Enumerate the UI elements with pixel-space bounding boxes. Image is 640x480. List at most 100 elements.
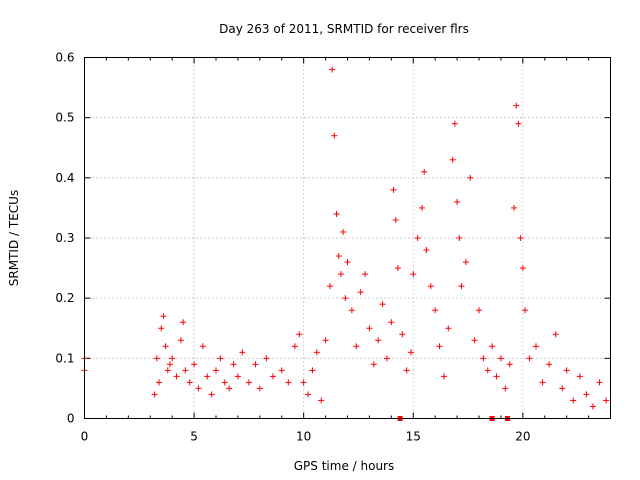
data-point bbox=[423, 247, 430, 254]
x-tick-label: 10 bbox=[296, 430, 311, 444]
data-point bbox=[563, 367, 570, 374]
chart-title: Day 263 of 2011, SRMTID for receiver flr… bbox=[219, 22, 469, 36]
data-point bbox=[186, 379, 193, 386]
data-point bbox=[166, 361, 173, 368]
data-point bbox=[370, 361, 377, 368]
data-point bbox=[329, 66, 336, 73]
y-tick-label: 0.6 bbox=[55, 51, 74, 65]
data-point bbox=[291, 343, 298, 350]
data-point bbox=[278, 367, 285, 374]
data-point bbox=[526, 355, 533, 362]
data-point bbox=[513, 102, 520, 109]
data-point bbox=[539, 379, 546, 386]
data-point bbox=[515, 120, 522, 127]
data-point bbox=[458, 283, 465, 290]
data-point bbox=[245, 379, 252, 386]
data-point bbox=[162, 343, 169, 350]
data-point bbox=[462, 259, 469, 266]
data-point bbox=[269, 373, 276, 380]
y-tick-label: 0.5 bbox=[55, 111, 74, 125]
data-point bbox=[476, 307, 482, 314]
data-point bbox=[399, 331, 406, 338]
x-tick-label: 15 bbox=[406, 430, 421, 444]
data-point bbox=[471, 337, 478, 344]
data-point bbox=[552, 331, 559, 338]
data-point bbox=[305, 391, 312, 398]
data-point bbox=[394, 265, 401, 272]
data-point bbox=[362, 271, 369, 278]
data-point bbox=[180, 319, 187, 326]
data-point bbox=[484, 367, 491, 374]
y-axis-label: SRMTID / TECUs bbox=[7, 190, 21, 286]
data-point bbox=[432, 307, 439, 314]
x-tick-label: 20 bbox=[515, 430, 530, 444]
data-point bbox=[388, 319, 395, 326]
data-point bbox=[331, 132, 338, 139]
y-tick-labels: 0 0.1 0.2 0.3 0.4 0.5 0.6 bbox=[55, 51, 74, 426]
data-point bbox=[489, 343, 496, 350]
plot-frame bbox=[84, 57, 611, 419]
data-point bbox=[337, 271, 344, 278]
data-point bbox=[285, 379, 292, 386]
x-tick-labels: 0 5 10 15 20 bbox=[81, 430, 531, 444]
data-point bbox=[522, 307, 529, 314]
data-point bbox=[313, 349, 320, 356]
data-point bbox=[506, 361, 513, 368]
data-point bbox=[221, 379, 228, 386]
data-point bbox=[532, 343, 539, 350]
data-point bbox=[375, 337, 382, 344]
data-point bbox=[419, 204, 426, 211]
data-point bbox=[204, 373, 211, 380]
data-point bbox=[217, 355, 224, 362]
data-point bbox=[153, 355, 160, 362]
data-point bbox=[309, 367, 316, 374]
x-tick-label: 0 bbox=[81, 430, 89, 444]
y-tick-label: 0.4 bbox=[55, 171, 74, 185]
data-point bbox=[383, 355, 390, 362]
data-point bbox=[151, 391, 158, 398]
data-point bbox=[451, 120, 458, 127]
data-point bbox=[502, 385, 509, 392]
data-point bbox=[467, 174, 474, 181]
data-point bbox=[173, 373, 180, 380]
y-tick-label: 0 bbox=[67, 412, 75, 426]
data-point bbox=[318, 397, 325, 404]
data-point bbox=[366, 325, 373, 332]
data-point bbox=[326, 283, 333, 290]
data-point bbox=[410, 271, 417, 278]
data-point bbox=[340, 228, 347, 235]
data-point bbox=[239, 349, 246, 356]
data-point bbox=[440, 373, 447, 380]
data-point bbox=[603, 397, 610, 404]
data-point bbox=[517, 235, 524, 241]
data-point bbox=[392, 216, 399, 223]
data-point bbox=[156, 379, 163, 386]
data-point bbox=[583, 391, 590, 398]
data-point bbox=[414, 235, 421, 241]
data-point bbox=[546, 361, 553, 368]
data-point bbox=[589, 403, 596, 410]
data-point bbox=[164, 367, 171, 374]
data-point bbox=[300, 379, 307, 386]
data-point bbox=[493, 373, 500, 380]
data-point bbox=[357, 289, 364, 296]
data-point bbox=[226, 385, 233, 392]
data-point bbox=[596, 379, 603, 386]
data-point bbox=[234, 373, 241, 380]
data-point bbox=[403, 367, 410, 374]
grid-lines bbox=[84, 57, 611, 419]
data-point bbox=[322, 337, 329, 344]
x-tick-label: 5 bbox=[190, 430, 198, 444]
data-point bbox=[199, 343, 206, 350]
data-point bbox=[333, 210, 340, 217]
data-point bbox=[445, 325, 452, 332]
data-point bbox=[195, 385, 202, 392]
data-point bbox=[519, 265, 526, 272]
y-tick-label: 0.3 bbox=[55, 231, 74, 245]
data-point bbox=[208, 391, 215, 398]
y-tick-label: 0.1 bbox=[55, 351, 74, 365]
data-point bbox=[296, 331, 303, 338]
data-point bbox=[182, 367, 189, 374]
data-point bbox=[449, 156, 456, 163]
